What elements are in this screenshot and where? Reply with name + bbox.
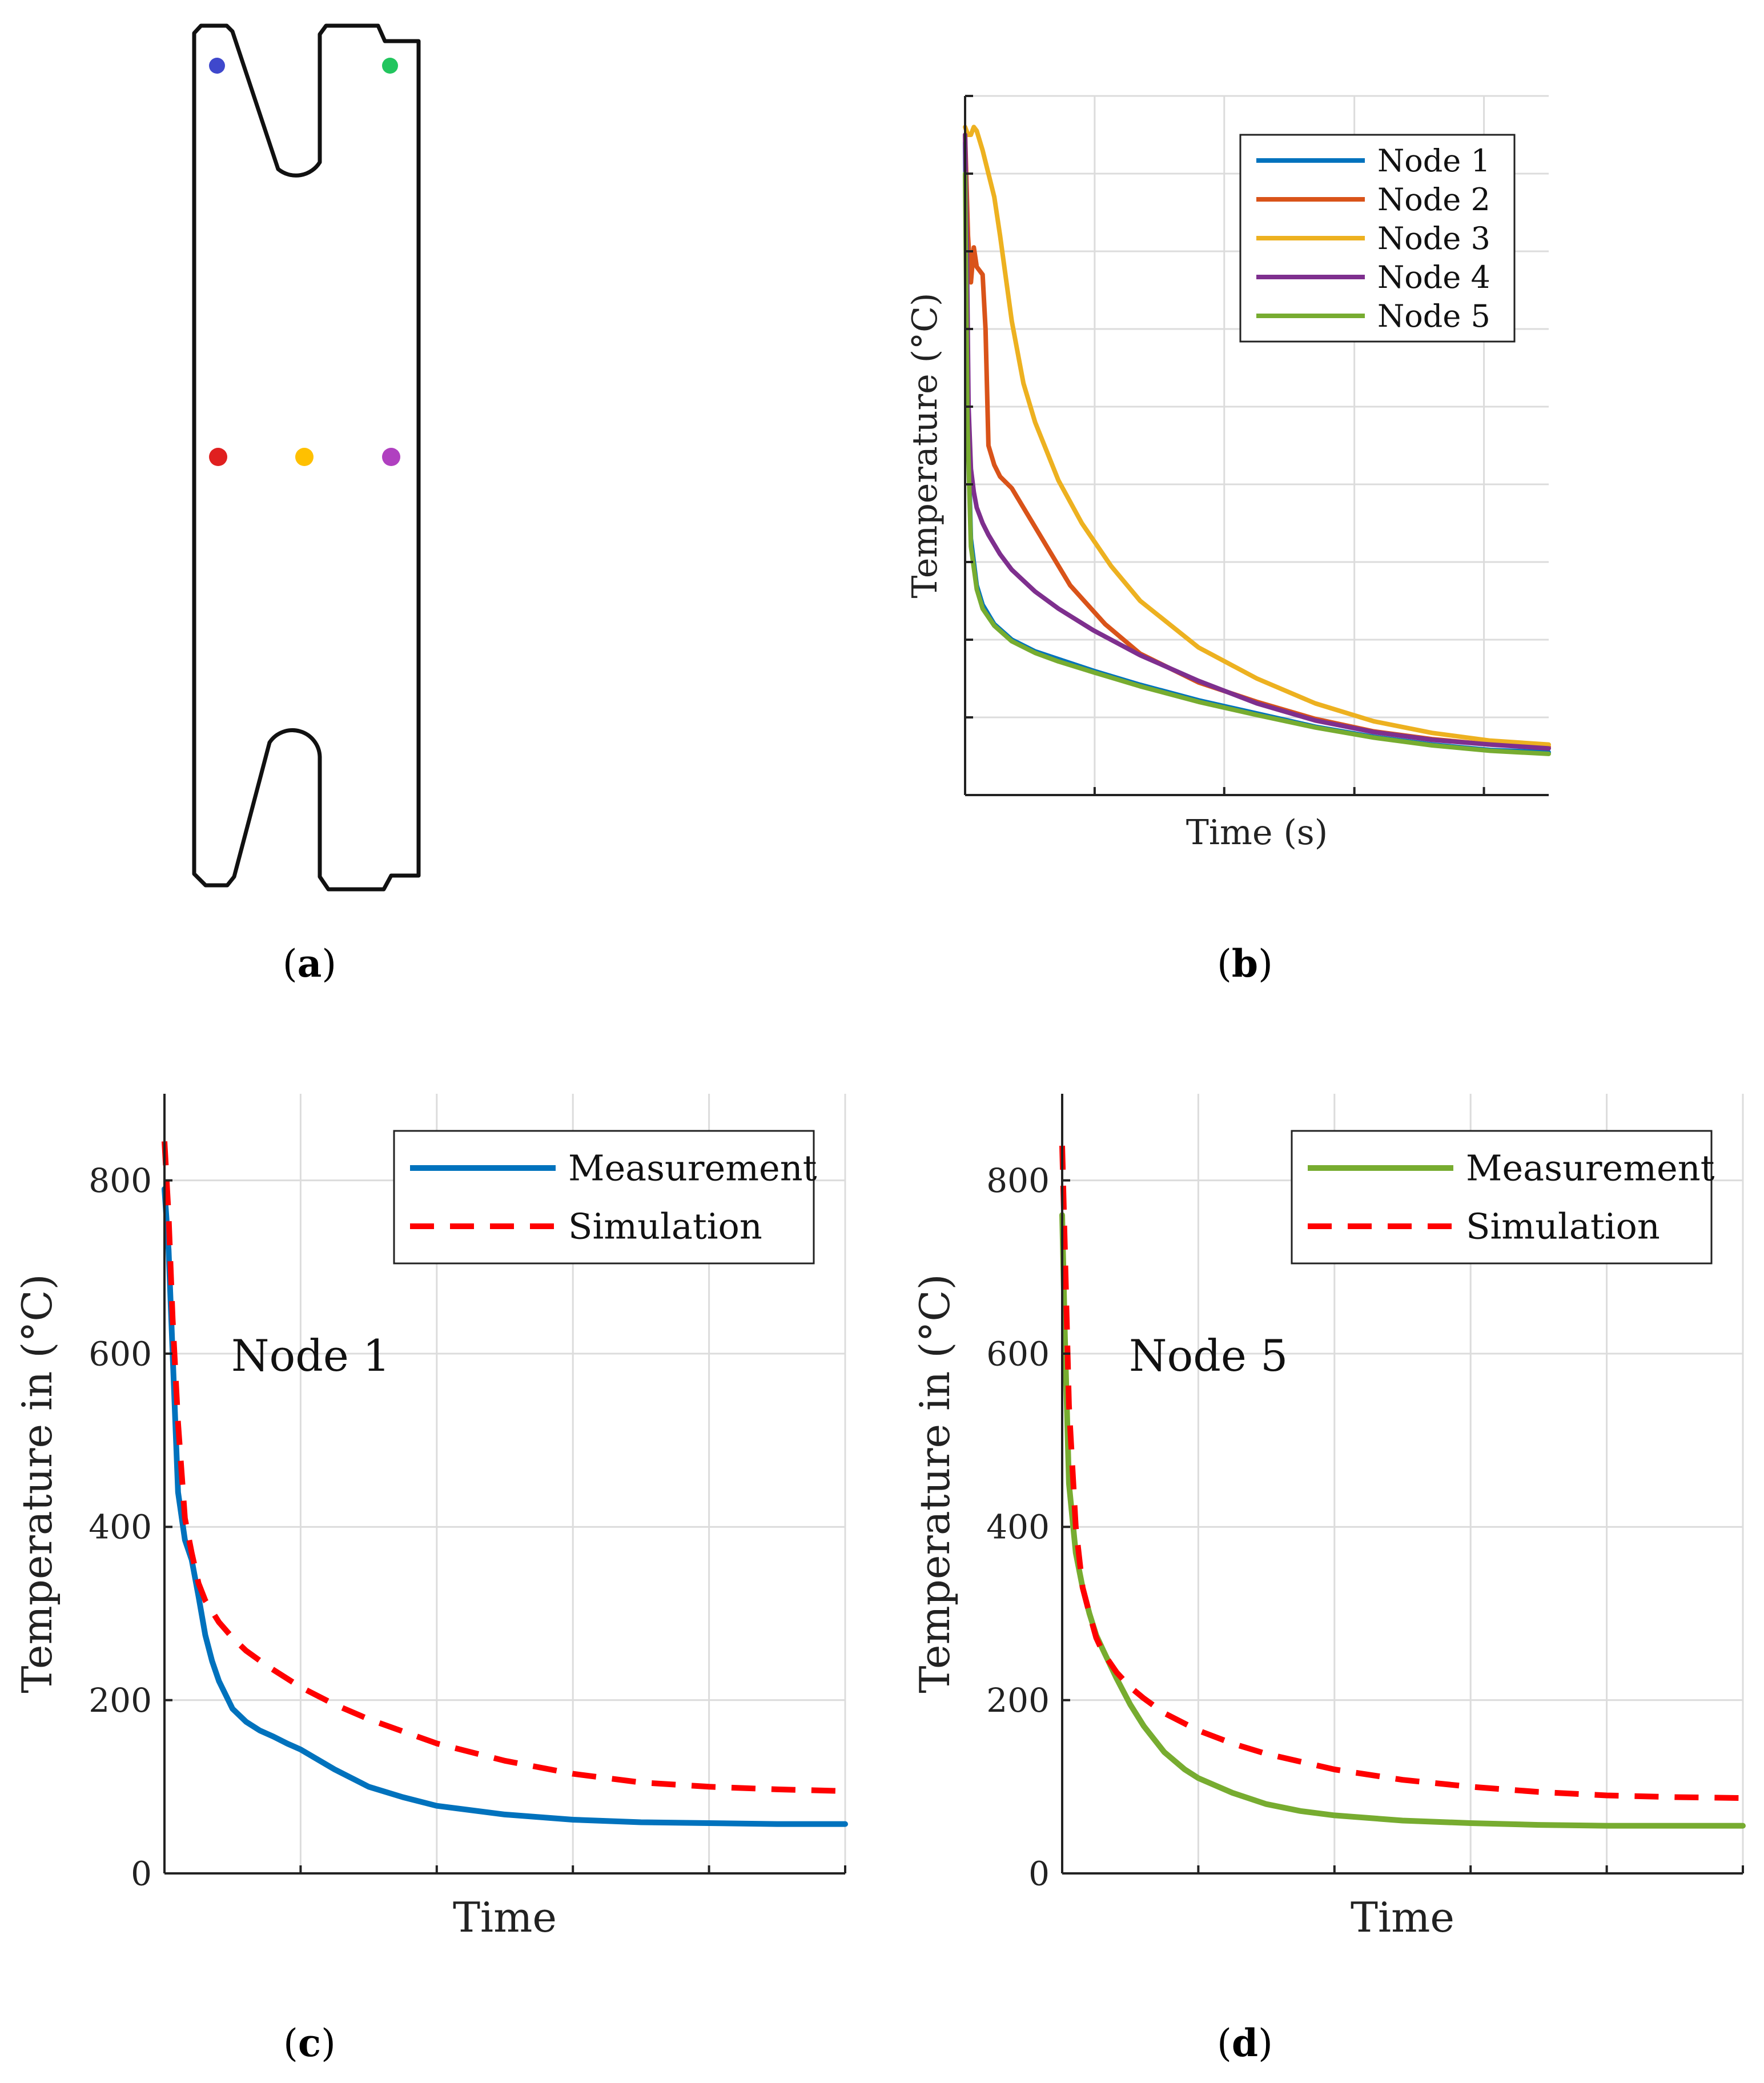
legend-label-node-2: Node 2 xyxy=(1377,182,1490,218)
legend-label-measurement: Measurement xyxy=(1466,1147,1715,1189)
legend-label-node-3: Node 3 xyxy=(1377,220,1490,256)
node-3-marker xyxy=(295,448,314,466)
y-tick-label-3: 600 xyxy=(986,1334,1050,1373)
y-tick-label-1: 200 xyxy=(986,1681,1050,1720)
y-tick-label-4: 800 xyxy=(986,1161,1050,1200)
node-1-marker xyxy=(209,58,225,74)
y-tick-label-0: 0 xyxy=(1028,1854,1050,1893)
specimen-outline xyxy=(192,23,421,892)
y-axis-label: Temperature (°C) xyxy=(905,293,945,599)
panel-label-b: (b) xyxy=(1217,941,1273,986)
chart-d: 0 200 400 600 800 Time Temperature in (°C) Node… xyxy=(911,1094,1746,1941)
panel-label-c: (c) xyxy=(283,2021,336,2065)
node-annotation: Node 5 xyxy=(1129,1330,1288,1381)
x-axis-label: Time (s) xyxy=(1186,813,1328,853)
panel-a-specimen xyxy=(192,23,421,892)
y-axis-label: Temperature in (°C) xyxy=(911,1274,959,1693)
legend-label-node-4: Node 4 xyxy=(1377,259,1490,295)
legend-label-simulation: Simulation xyxy=(1466,1206,1660,1247)
x-axis-label: Time xyxy=(453,1893,557,1941)
node-2-marker xyxy=(209,448,227,466)
node-annotation: Node 1 xyxy=(231,1330,390,1381)
series-line-node-3 xyxy=(963,125,1551,747)
series-line-node-4 xyxy=(963,133,1551,751)
legend-label-simulation: Simulation xyxy=(568,1206,762,1247)
y-tick-label-2: 400 xyxy=(89,1508,152,1547)
y-tick-label-1: 200 xyxy=(89,1681,152,1720)
node-4-marker xyxy=(382,448,400,466)
node-5-marker xyxy=(382,58,398,74)
y-tick-label-3: 600 xyxy=(89,1334,152,1373)
y-tick-label-2: 400 xyxy=(986,1508,1050,1547)
panel-label-a: (a) xyxy=(283,941,336,986)
x-axis-label: Time xyxy=(1351,1893,1454,1941)
legend-label-node-5: Node 5 xyxy=(1377,298,1490,334)
y-tick-label-4: 800 xyxy=(89,1161,152,1200)
series-line-measurement xyxy=(1059,1212,1746,1829)
y-axis-label: Temperature in (°C) xyxy=(13,1274,61,1693)
series-line-simulation xyxy=(1059,1145,1743,1801)
series-line-node-5 xyxy=(963,171,1551,756)
series-line-simulation xyxy=(162,1141,846,1794)
panel-label-d: (d) xyxy=(1217,2021,1273,2065)
legend-label-node-1: Node 1 xyxy=(1377,143,1490,179)
y-tick-label-0: 0 xyxy=(131,1854,152,1893)
series-line-measurement xyxy=(162,1186,848,1827)
legend-label-measurement: Measurement xyxy=(568,1147,817,1189)
legend-box xyxy=(1291,1130,1713,1265)
legend-box xyxy=(393,1130,815,1265)
chart-c: 0 200 400 600 800 Time Temperature in (°C) Node… xyxy=(13,1094,848,1941)
